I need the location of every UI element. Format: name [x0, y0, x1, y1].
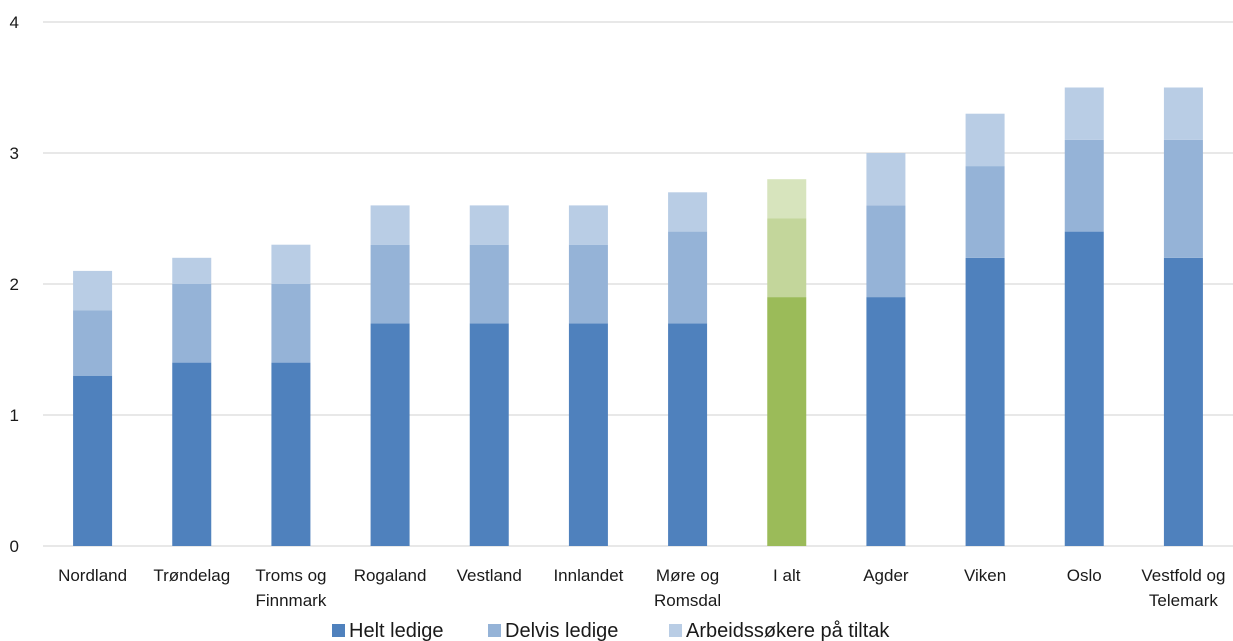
- bar-segment: [568, 205, 608, 245]
- legend-label: Delvis ledige: [505, 620, 618, 641]
- y-tick-label: 2: [10, 275, 19, 294]
- legend-label: Arbeidssøkere på tiltak: [686, 620, 890, 641]
- x-axis: Nordland Trøndelag Troms og Finnmark Rogalan…: [58, 566, 1225, 610]
- x-tick-label: Vestfold og: [1141, 566, 1225, 585]
- x-tick-label: Viken: [964, 566, 1006, 585]
- x-tick-label: Rogaland: [354, 566, 427, 585]
- x-tick-label: Romsdal: [654, 591, 721, 610]
- bar-segment: [1064, 231, 1104, 546]
- legend: Helt ledige Delvis ledige Arbeidssøkere på…: [332, 620, 890, 641]
- x-tick-label: Vestland: [457, 566, 522, 585]
- bar-segment: [172, 362, 212, 546]
- bar-segment: [866, 153, 906, 206]
- y-tick-label: 0: [10, 537, 19, 556]
- bar-segment: [73, 310, 113, 376]
- x-tick-label: I alt: [773, 566, 801, 585]
- bar-segment: [172, 284, 212, 363]
- bar-segment: [73, 270, 113, 311]
- bar-segment: [668, 192, 708, 232]
- x-tick-label: Møre og: [656, 566, 719, 585]
- x-tick-label: Telemark: [1149, 591, 1218, 610]
- x-tick-label: Trøndelag: [153, 566, 230, 585]
- bar-segment: [271, 362, 311, 546]
- bar-segment: [370, 323, 410, 546]
- bar-segment: [668, 323, 708, 546]
- bars: [73, 87, 1203, 546]
- bar-segment: [370, 205, 410, 245]
- bar-segment: [668, 231, 708, 324]
- bar-segment: [767, 179, 807, 219]
- x-tick-label: Finnmark: [255, 591, 326, 610]
- legend-swatch: [669, 624, 682, 637]
- bar-segment: [568, 323, 608, 546]
- legend-swatch: [332, 624, 345, 637]
- x-tick-label: Innlandet: [553, 566, 623, 585]
- bar-segment: [965, 113, 1005, 167]
- bar-segment: [965, 257, 1005, 546]
- gridlines: [43, 21, 1233, 547]
- y-axis: 0 1 2 3 4: [10, 13, 19, 556]
- bar-segment: [866, 205, 906, 298]
- x-tick-label: Nordland: [58, 566, 127, 585]
- bar-segment: [965, 166, 1005, 258]
- bar-segment: [1064, 139, 1104, 232]
- x-tick-label: Agder: [863, 566, 909, 585]
- x-tick-label: Troms og: [255, 566, 326, 585]
- bar-segment: [866, 297, 906, 546]
- bar-segment: [469, 244, 509, 324]
- y-tick-label: 4: [10, 13, 19, 32]
- bar-segment: [271, 244, 311, 284]
- legend-label: Helt ledige: [349, 620, 444, 641]
- bar-segment: [73, 375, 113, 546]
- bar-segment: [469, 205, 509, 245]
- legend-swatch: [488, 624, 501, 637]
- y-tick-label: 3: [10, 144, 19, 163]
- bar-segment: [568, 244, 608, 324]
- bar-segment: [370, 244, 410, 324]
- bar-segment: [1064, 87, 1104, 140]
- bar-segment: [1163, 139, 1203, 258]
- bar-segment: [1163, 257, 1203, 546]
- bar-segment: [271, 284, 311, 363]
- bar-segment: [767, 218, 807, 298]
- y-tick-label: 1: [10, 406, 19, 425]
- bar-segment: [469, 323, 509, 546]
- x-tick-label: Oslo: [1067, 566, 1102, 585]
- bar-segment: [1163, 87, 1203, 140]
- bar-segment: [172, 257, 212, 284]
- bar-segment: [767, 297, 807, 546]
